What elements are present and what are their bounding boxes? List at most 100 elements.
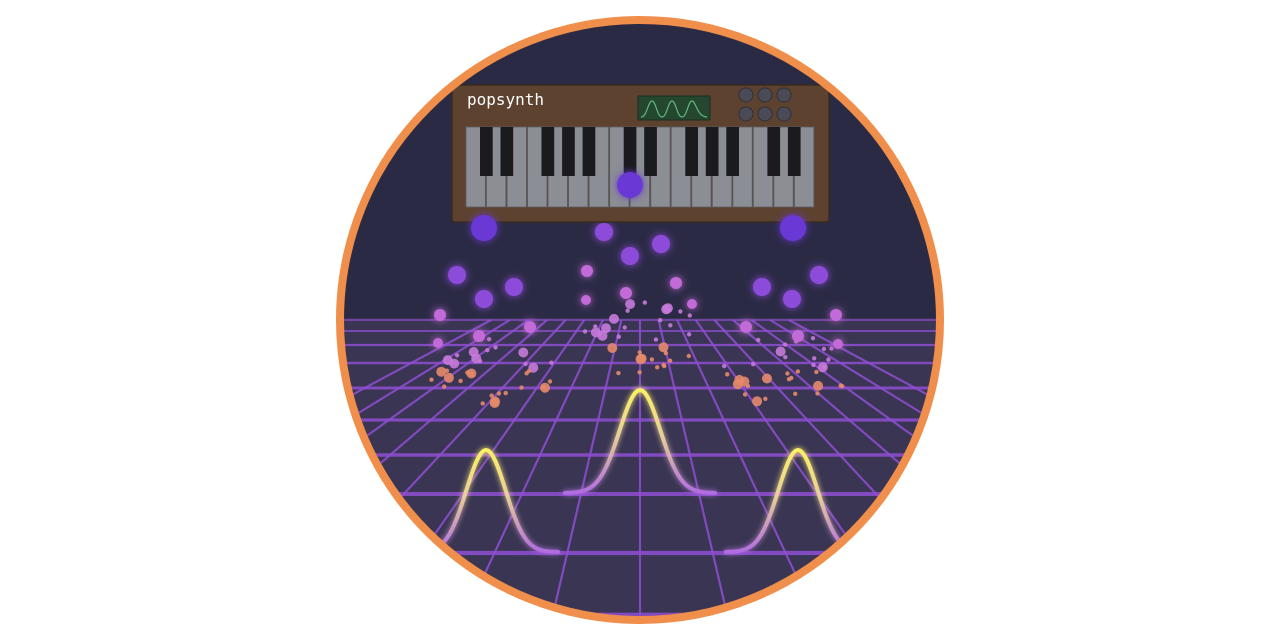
particle — [616, 370, 621, 376]
particle — [547, 379, 553, 384]
particle — [609, 313, 619, 324]
outer-ring — [336, 16, 944, 624]
particle — [783, 342, 788, 347]
synthesizer-icon: popsynth — [451, 84, 830, 223]
note-orb-icon — [783, 290, 801, 308]
particle — [489, 393, 494, 398]
particle — [722, 363, 727, 369]
particle — [725, 372, 730, 377]
particle — [486, 337, 492, 342]
perspective-grid-icon — [340, 319, 940, 620]
note-orb-icon — [473, 330, 485, 342]
sound-wave-icon — [563, 387, 717, 495]
particle — [601, 323, 611, 334]
particle — [449, 358, 460, 369]
knob-icon — [757, 106, 773, 122]
particle — [658, 318, 663, 323]
note-orb-icon — [621, 247, 639, 265]
particle — [635, 354, 646, 365]
black-key — [644, 127, 657, 176]
particle — [465, 370, 470, 375]
particle — [526, 368, 532, 374]
note-orb-icon — [448, 266, 466, 284]
particle — [622, 325, 627, 330]
particle — [789, 375, 794, 381]
particle — [444, 368, 450, 373]
particle — [436, 366, 447, 377]
particle — [795, 369, 801, 374]
black-key — [705, 127, 719, 176]
particle — [616, 334, 621, 339]
grid-line — [750, 319, 940, 620]
note-orb-icon — [581, 295, 591, 305]
note-orb-icon — [433, 338, 443, 348]
particle — [429, 377, 434, 382]
knob-icon — [776, 87, 792, 103]
knob-panel — [738, 87, 792, 122]
particle — [489, 398, 500, 408]
black-key — [623, 127, 637, 176]
knob-icon — [757, 87, 773, 103]
particle — [751, 362, 756, 367]
black-key — [685, 127, 698, 176]
particle — [756, 337, 761, 343]
grid-line — [340, 319, 492, 620]
particle — [637, 370, 642, 375]
keyboard — [465, 126, 815, 208]
particle — [812, 356, 817, 361]
note-orb-icon — [524, 321, 536, 333]
particle — [653, 337, 659, 342]
particle — [785, 371, 790, 376]
particle-cloud — [429, 299, 845, 408]
particle — [480, 401, 485, 406]
note-orb-icon — [581, 265, 593, 277]
note-orb-icon — [652, 235, 670, 253]
black-key — [562, 127, 575, 176]
note-orb-icon — [620, 287, 632, 299]
particle — [658, 342, 669, 353]
note-orb-icon — [471, 215, 497, 241]
black-key — [787, 127, 801, 176]
particle — [637, 350, 642, 355]
note-orb-icon — [475, 290, 493, 308]
particle — [649, 357, 655, 362]
particle — [485, 348, 490, 353]
note-orb-icon — [505, 278, 523, 296]
particle — [815, 391, 820, 396]
note-orb-icon — [780, 215, 806, 241]
particle — [811, 362, 816, 368]
particle — [625, 299, 636, 310]
particle — [826, 357, 831, 362]
particle — [813, 380, 824, 391]
note-orb-icon — [617, 172, 643, 198]
particle — [667, 358, 673, 363]
particle — [687, 313, 692, 318]
black-key — [500, 127, 514, 176]
particle — [607, 343, 618, 353]
particle — [793, 391, 798, 396]
particle — [458, 378, 463, 384]
particle — [814, 369, 819, 375]
note-orb-icon — [753, 278, 771, 296]
particle — [775, 346, 786, 357]
particle — [821, 346, 827, 352]
black-key — [767, 127, 781, 176]
particle — [493, 345, 498, 350]
particle — [839, 384, 845, 389]
particle — [518, 347, 529, 358]
particle — [582, 329, 588, 334]
grid-line — [340, 319, 530, 620]
grid-line — [340, 319, 511, 620]
particle — [503, 390, 508, 396]
particle — [742, 392, 748, 397]
particle — [496, 391, 502, 396]
particle — [469, 372, 474, 377]
particle — [686, 353, 691, 359]
knob-icon — [738, 106, 754, 122]
particle — [442, 384, 447, 389]
synth-brand-label: popsynth — [467, 90, 544, 109]
note-orb-icon — [595, 223, 613, 241]
particle — [443, 372, 454, 383]
note-orb-icon — [830, 309, 842, 321]
particle — [829, 346, 834, 351]
